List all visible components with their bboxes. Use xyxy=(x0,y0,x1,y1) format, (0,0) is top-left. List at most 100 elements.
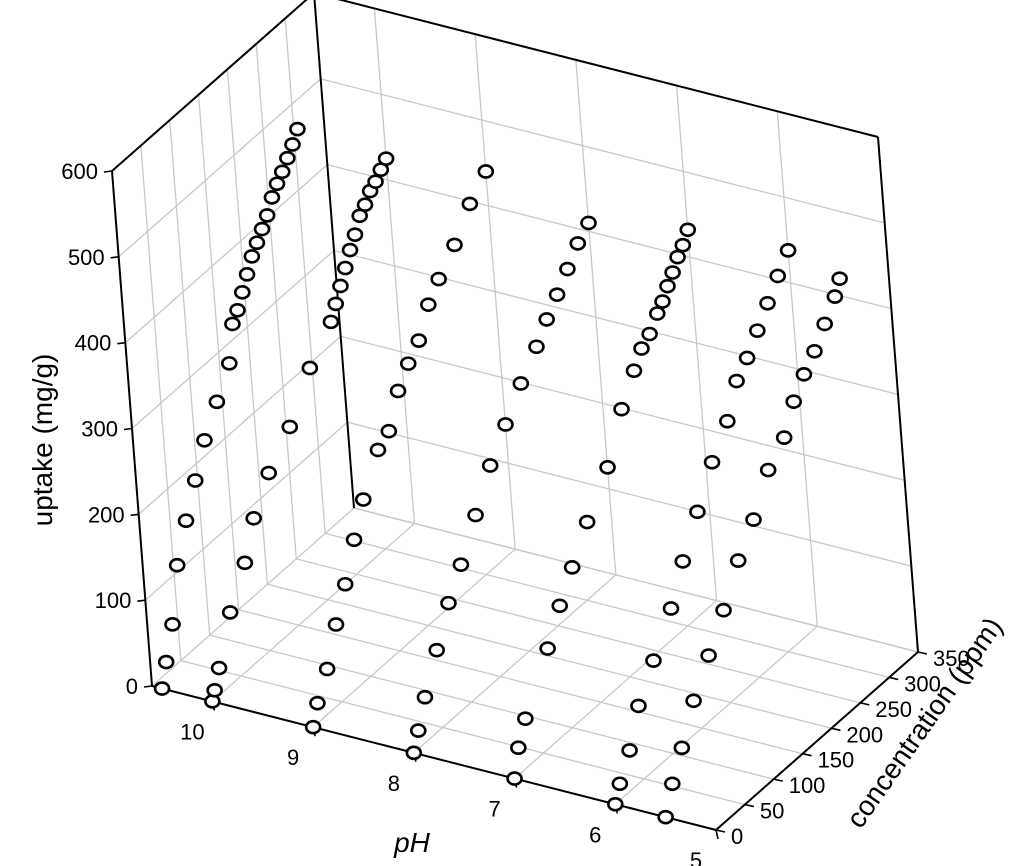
data-point xyxy=(659,278,676,294)
back-wall-grid-line xyxy=(327,164,892,310)
data-point xyxy=(416,689,434,705)
data-point xyxy=(346,227,364,242)
data-point xyxy=(749,323,766,338)
y-tick-mark xyxy=(715,829,726,833)
data-point xyxy=(153,681,171,696)
data-point xyxy=(657,809,674,825)
data-point xyxy=(563,560,581,575)
data-point xyxy=(243,249,261,264)
data-point xyxy=(785,394,803,409)
data-point xyxy=(164,617,181,632)
data-point xyxy=(345,532,363,548)
data-point xyxy=(258,208,276,223)
left-wall-grid-line xyxy=(144,421,348,601)
z-tick-mark xyxy=(110,256,119,259)
grid-lines xyxy=(111,0,919,831)
y-tick-mark xyxy=(831,727,841,732)
back-wall-grid-line xyxy=(333,249,899,396)
data-point xyxy=(224,316,241,332)
data-point xyxy=(664,265,681,280)
data-point xyxy=(548,287,566,302)
data-point xyxy=(301,360,319,376)
back-wall-grid-line xyxy=(353,507,919,653)
z-tick-label: 200 xyxy=(88,502,125,527)
data-point xyxy=(428,642,446,658)
data-point xyxy=(826,289,844,304)
data-point xyxy=(512,376,530,391)
x-tick-label: 8 xyxy=(388,771,400,796)
data-point xyxy=(806,343,823,359)
data-point xyxy=(168,557,186,573)
data-point xyxy=(281,419,299,435)
z-tick-mark xyxy=(130,513,139,517)
data-point xyxy=(569,236,587,251)
data-point xyxy=(354,492,372,507)
data-point xyxy=(715,602,732,618)
z-tick-label: 100 xyxy=(95,588,132,613)
floor-grid-line xyxy=(238,609,803,755)
data-point xyxy=(719,413,736,429)
floor-grid-line xyxy=(180,659,746,806)
x-tick-label: 5 xyxy=(690,848,702,866)
y-tick-mark xyxy=(773,778,783,782)
data-point xyxy=(236,555,254,571)
data-point xyxy=(654,294,671,309)
data-point xyxy=(674,237,692,253)
data-point xyxy=(510,740,527,756)
x-tick-label: 10 xyxy=(180,719,204,744)
data-point xyxy=(539,641,556,656)
floor-grid-line xyxy=(614,625,818,805)
data-point xyxy=(506,771,523,786)
z-tick-mark xyxy=(137,599,146,602)
data-point xyxy=(273,164,291,180)
data-point xyxy=(599,460,616,475)
data-point xyxy=(367,174,384,189)
x-tick-label: 6 xyxy=(589,822,601,847)
data-point xyxy=(621,743,638,758)
data-points xyxy=(153,121,848,825)
data-point xyxy=(689,504,706,520)
data-point xyxy=(279,150,296,166)
z-tick-label: 600 xyxy=(61,159,98,184)
z-axis-title: uptake (mg/g) xyxy=(27,354,58,527)
data-point xyxy=(648,306,666,321)
data-point xyxy=(253,221,271,237)
data-point xyxy=(738,350,756,366)
z-tick-mark xyxy=(117,341,126,345)
data-point xyxy=(177,513,195,529)
z-tick-label: 500 xyxy=(68,245,105,270)
y-tick-mark xyxy=(802,752,812,757)
x-axis-title: pH xyxy=(393,827,431,858)
y-tick-label: 0 xyxy=(731,824,743,849)
data-point xyxy=(580,215,597,231)
back-corner-edge xyxy=(313,0,355,509)
x-tick-label: 9 xyxy=(287,745,299,770)
data-point xyxy=(481,458,499,473)
floor-grid-line xyxy=(312,548,516,728)
data-point xyxy=(728,373,745,389)
data-point xyxy=(289,121,306,137)
back-wall-grid-line xyxy=(338,0,879,138)
data-point xyxy=(206,683,223,698)
data-point xyxy=(497,417,514,432)
data-point xyxy=(336,576,354,592)
left-wall-grid-line xyxy=(124,164,328,344)
floor-grid-line xyxy=(209,634,774,780)
data-point xyxy=(260,465,277,481)
floor-grid-line xyxy=(267,583,832,729)
data-point xyxy=(775,430,793,445)
y-tick-label: 50 xyxy=(760,799,784,824)
data-point xyxy=(430,271,447,287)
data-point xyxy=(452,557,470,572)
data-point xyxy=(304,719,322,735)
data-point xyxy=(405,745,423,761)
data-point xyxy=(700,648,717,663)
top-left-edge xyxy=(111,0,308,172)
data-point xyxy=(284,137,301,152)
data-point xyxy=(399,356,417,371)
y-tick-label: 300 xyxy=(904,671,941,696)
back-wall-grid-line xyxy=(347,421,912,567)
y-tick-label: 350 xyxy=(933,646,970,671)
data-point xyxy=(186,473,204,488)
